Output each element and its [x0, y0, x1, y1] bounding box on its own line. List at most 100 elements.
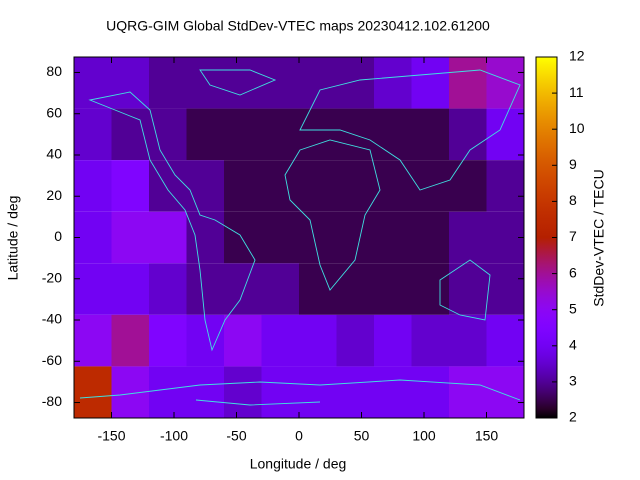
heatmap-cell [449, 314, 487, 367]
heatmap-cell [111, 263, 149, 315]
heatmap-cell [74, 211, 112, 264]
heatmap-cell [111, 160, 149, 212]
heatmap-cell [224, 160, 262, 212]
heatmap-cell [336, 160, 374, 212]
colorbar-tick-label: 12 [569, 48, 585, 64]
y-tick-label: -80 [42, 393, 62, 409]
colorbar-tick-label: 8 [569, 192, 577, 208]
heatmap-cell [261, 211, 299, 264]
heatmap-cell [74, 366, 112, 418]
colorbar-tick-label: 9 [569, 156, 577, 172]
heatmap-cell [449, 57, 487, 109]
coastline [199, 69, 277, 96]
coastline [439, 259, 491, 321]
heatmap-cell [261, 314, 299, 367]
heatmap-cell [224, 57, 262, 109]
heatmap-cell [336, 211, 374, 264]
heatmap-cell [149, 57, 187, 109]
y-tick-label: 20 [46, 187, 62, 203]
heatmap-cell [261, 108, 299, 161]
heatmap-cell [299, 160, 337, 212]
heatmap-cell [374, 160, 412, 212]
chart-title: UQRG-GIM Global StdDev-VTEC maps 2023041… [106, 18, 490, 34]
heatmap-cell [186, 160, 224, 212]
heatmap-cell [149, 314, 187, 367]
heatmap-cell [374, 211, 412, 264]
heatmap-cell [299, 57, 337, 109]
heatmap-cell [149, 263, 187, 315]
heatmap-cell [186, 263, 224, 315]
heatmap-cell [111, 108, 149, 161]
heatmap-cell [486, 263, 524, 315]
colorbar-tick-label: 10 [569, 120, 585, 136]
heatmap-cell [186, 314, 224, 367]
heatmap-cell [74, 314, 112, 367]
colorbar-tick-label: 4 [569, 337, 577, 353]
heatmap-cell [449, 263, 487, 315]
heatmap-cell [224, 108, 262, 161]
heatmap-cell [149, 211, 187, 264]
colorbar-tick-label: 2 [569, 409, 577, 425]
colorbar-tick-label: 5 [569, 300, 577, 316]
heatmap-cell [74, 108, 112, 161]
y-tick-label: 80 [46, 63, 62, 79]
heatmap-cell [111, 57, 149, 109]
heatmap-cell [186, 108, 224, 161]
x-tick-label: -150 [97, 428, 125, 444]
colorbar-tick-label: 6 [569, 264, 577, 280]
x-axis-label: Longitude / deg [250, 456, 347, 472]
colorbar-tick-label: 3 [569, 373, 577, 389]
heatmap-cell [486, 211, 524, 264]
x-tick-label: -100 [160, 428, 188, 444]
heatmap-cell [186, 57, 224, 109]
y-tick-label: 0 [54, 228, 62, 244]
colorbar-label: StdDev-VTEC / TECU [591, 169, 607, 306]
heatmap-cell [74, 263, 112, 315]
heatmap-cell [449, 160, 487, 212]
heatmap-cell [299, 108, 337, 161]
heatmap-cell [336, 108, 374, 161]
heatmap-cell [299, 366, 337, 418]
heatmap-cell [224, 366, 262, 418]
heatmap-cell [74, 57, 112, 109]
heatmap-cell [486, 108, 524, 161]
heatmap-cell [299, 314, 337, 367]
coastlines [79, 69, 521, 406]
colorbar-tick-label: 11 [569, 84, 584, 100]
heatmap-cell [374, 57, 412, 109]
heatmap-cell [149, 108, 187, 161]
heatmap-cell [486, 314, 524, 367]
heatmap-cell [374, 263, 412, 315]
coastline [284, 139, 381, 291]
heatmap-cell [374, 314, 412, 367]
heatmap-cell [449, 108, 487, 161]
coastline [88, 91, 256, 352]
heatmap [74, 57, 524, 418]
heatmap-cell [486, 366, 524, 418]
heatmap-cell [261, 57, 299, 109]
heatmap-cell [411, 366, 449, 418]
y-tick-label: 60 [46, 104, 62, 120]
x-tick-label: -50 [226, 428, 246, 444]
heatmap-cell [111, 314, 149, 367]
heatmap-cell [261, 366, 299, 418]
heatmap-cell [411, 314, 449, 367]
x-tick-label: 50 [354, 428, 370, 444]
y-tick-label: 40 [46, 146, 62, 162]
colorbar-tick-label: 7 [569, 228, 577, 244]
y-axis-label: Latitude / deg [5, 196, 21, 281]
heatmap-cell [261, 263, 299, 315]
heatmap-cell [486, 160, 524, 212]
heatmap-cell [224, 211, 262, 264]
heatmap-cell [336, 366, 374, 418]
heatmap-cell [336, 314, 374, 367]
heatmap-cell [111, 211, 149, 264]
heatmap-cell [486, 57, 524, 109]
x-tick-label: 0 [295, 428, 303, 444]
heatmap-cell [411, 57, 449, 109]
heatmap-cell [374, 108, 412, 161]
x-tick-label: 100 [412, 428, 436, 444]
heatmap-cell [186, 211, 224, 264]
y-tick-label: -20 [42, 269, 62, 285]
heatmap-cell [336, 57, 374, 109]
